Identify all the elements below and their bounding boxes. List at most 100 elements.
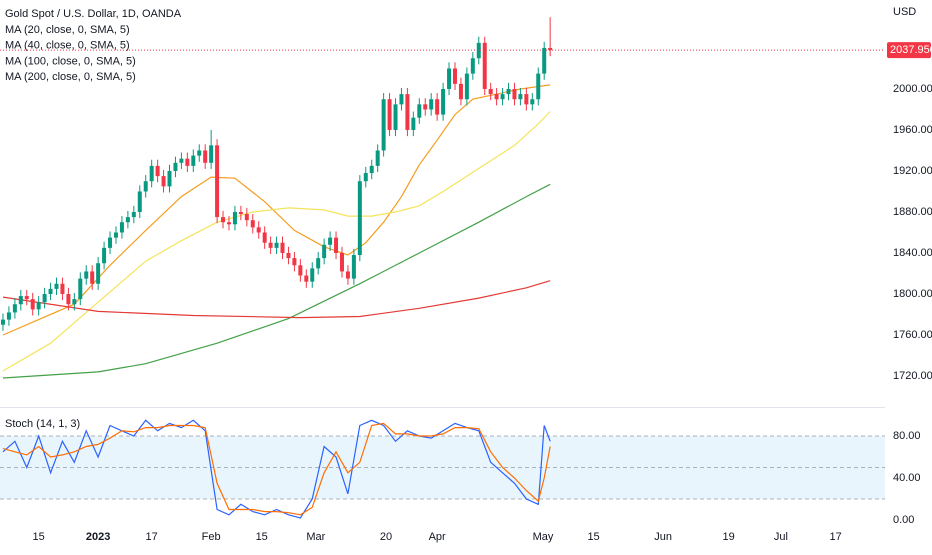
candle-body bbox=[488, 88, 493, 95]
candle-body bbox=[143, 181, 148, 192]
candle-body bbox=[494, 94, 499, 100]
candle-body bbox=[268, 242, 273, 248]
candle-body bbox=[417, 104, 422, 118]
stoch-title: Stoch (14, 1, 3) bbox=[5, 418, 80, 430]
candle-body bbox=[542, 47, 547, 74]
candle-body bbox=[452, 68, 457, 84]
candle-body bbox=[226, 222, 231, 225]
candle-body bbox=[518, 94, 523, 100]
last-price-box bbox=[887, 42, 931, 59]
last-price-label: 2037.950 bbox=[890, 44, 932, 56]
y-tick-label: 1800.000 bbox=[893, 288, 932, 300]
x-tick-label: 20 bbox=[380, 531, 392, 543]
candle-body bbox=[357, 181, 362, 256]
candle-body bbox=[482, 42, 487, 89]
candle-body bbox=[221, 217, 226, 223]
x-tick-label: 2023 bbox=[86, 531, 110, 543]
legend-entry: MA (100, close, 0, SMA, 5) bbox=[5, 55, 136, 67]
candle-body bbox=[119, 222, 124, 233]
candle-body bbox=[381, 99, 386, 151]
candle-body bbox=[173, 162, 178, 171]
candle-body bbox=[203, 150, 208, 163]
candle-body bbox=[387, 99, 392, 130]
candle-body bbox=[328, 237, 333, 245]
candle-body bbox=[262, 232, 267, 243]
candle-body bbox=[506, 88, 511, 95]
x-tick-label: 15 bbox=[256, 531, 268, 543]
candle-body bbox=[185, 158, 190, 166]
candle-body bbox=[310, 268, 315, 282]
x-tick-label: 15 bbox=[33, 531, 45, 543]
candle-body bbox=[500, 94, 505, 100]
candle-body bbox=[286, 252, 291, 259]
candle-body bbox=[393, 104, 398, 130]
indicator-line bbox=[2, 280, 551, 319]
candle-body bbox=[209, 145, 214, 163]
x-tick-label: Jul bbox=[774, 531, 788, 543]
candle-body bbox=[470, 58, 475, 74]
candle-body bbox=[316, 258, 321, 269]
x-tick-label: Feb bbox=[202, 531, 221, 543]
candle-body bbox=[96, 263, 101, 284]
candle-body bbox=[405, 94, 410, 130]
candle-body bbox=[102, 247, 107, 264]
candle-body bbox=[54, 283, 59, 289]
indicator-line bbox=[2, 183, 551, 379]
candle-body bbox=[149, 165, 154, 182]
candle-body bbox=[244, 214, 249, 221]
candle-body bbox=[375, 150, 380, 166]
x-tick-label: 17 bbox=[830, 531, 842, 543]
candle-body bbox=[30, 299, 35, 310]
candle-body bbox=[339, 252, 344, 272]
candle-body bbox=[12, 304, 17, 313]
candle-body bbox=[191, 155, 196, 166]
candle-body bbox=[369, 165, 374, 174]
y-tick-label: 1960.000 bbox=[893, 124, 932, 136]
y-tick-label: 2000.000 bbox=[893, 83, 932, 95]
indicator-line bbox=[2, 111, 551, 372]
x-tick-label: 19 bbox=[722, 531, 734, 543]
legend-entry: MA (20, close, 0, SMA, 5) bbox=[5, 24, 130, 36]
candle-body bbox=[536, 73, 541, 100]
candle-body bbox=[548, 47, 553, 51]
x-tick-label: May bbox=[533, 531, 554, 543]
candle-body bbox=[280, 242, 285, 253]
candle-body bbox=[435, 99, 440, 115]
x-tick-label: Mar bbox=[306, 531, 325, 543]
candle-body bbox=[441, 88, 446, 115]
y-tick-label: 1760.000 bbox=[893, 329, 932, 341]
y-tick-label: 1920.000 bbox=[893, 165, 932, 177]
candle-body bbox=[113, 232, 118, 238]
legend-entry: MA (40, close, 0, SMA, 5) bbox=[5, 40, 130, 52]
candle-body bbox=[298, 265, 303, 276]
candle-body bbox=[512, 88, 517, 100]
legend-entry: MA (200, close, 0, SMA, 5) bbox=[5, 71, 136, 83]
candle-body bbox=[131, 211, 136, 218]
y-tick-label: 80.00 bbox=[893, 430, 921, 442]
candle-body bbox=[238, 211, 243, 215]
candle-body bbox=[411, 117, 416, 130]
candle-body bbox=[274, 242, 279, 248]
candle-body bbox=[351, 255, 356, 279]
candle-body bbox=[42, 293, 47, 303]
candle-body bbox=[84, 271, 89, 279]
candle-body bbox=[125, 217, 130, 223]
candle-body bbox=[90, 271, 95, 284]
candle-body bbox=[161, 176, 166, 187]
candle-body bbox=[72, 299, 77, 305]
candle-body bbox=[250, 220, 255, 228]
candle-body bbox=[256, 227, 261, 233]
candle-body bbox=[304, 275, 309, 282]
candle-body bbox=[155, 165, 160, 177]
candle-body bbox=[429, 99, 434, 110]
y-tick-label: 1840.000 bbox=[893, 247, 932, 259]
x-tick-label: 15 bbox=[587, 531, 599, 543]
candle-body bbox=[423, 104, 428, 110]
candle-body bbox=[322, 244, 327, 259]
candle-body bbox=[18, 296, 23, 305]
y-tick-label: 1720.000 bbox=[893, 370, 932, 382]
candle-body bbox=[0, 319, 5, 325]
candle-body bbox=[197, 150, 202, 156]
candle-body bbox=[399, 94, 404, 105]
